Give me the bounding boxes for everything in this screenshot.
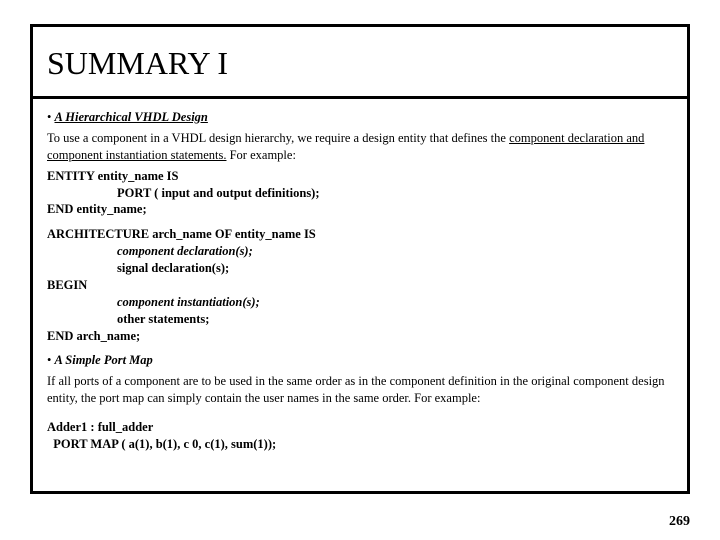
intro-text-b: For example: <box>226 148 295 162</box>
slide-frame: SUMMARY I • A Hierarchical VHDL Design T… <box>30 24 690 494</box>
code-line-5: component declaration(s); <box>47 243 673 260</box>
code-line-7: BEGIN <box>47 277 673 294</box>
section2-intro: If all ports of a component are to be us… <box>47 373 673 407</box>
section1-heading-row: • A Hierarchical VHDL Design <box>47 109 673 126</box>
code-line-8: component instantiation(s); <box>47 294 673 311</box>
section2-heading: A Simple Port Map <box>55 353 153 367</box>
section1-heading: A Hierarchical VHDL Design <box>55 110 208 124</box>
spacer <box>47 411 673 419</box>
code-line-9: other statements; <box>47 311 673 328</box>
bullet: • <box>47 110 55 124</box>
code-line-10: END arch_name; <box>47 328 673 345</box>
code-line-3: END entity_name; <box>47 201 673 218</box>
spacer <box>47 344 673 352</box>
code2-line-2: PORT MAP ( a(1), b(1), c 0, c(1), sum(1)… <box>47 436 673 453</box>
page-title: SUMMARY I <box>47 45 673 82</box>
bullet: • <box>47 353 55 367</box>
page-number: 269 <box>669 514 690 530</box>
content-area: • A Hierarchical VHDL Design To use a co… <box>33 99 687 461</box>
section1-intro: To use a component in a VHDL design hier… <box>47 130 673 164</box>
code2-line-1: Adder1 : full_adder <box>47 419 673 436</box>
code-line-1: ENTITY entity_name IS <box>47 168 673 185</box>
code-line-2: PORT ( input and output definitions); <box>47 185 673 202</box>
code-line-4: ARCHITECTURE arch_name OF entity_name IS <box>47 226 673 243</box>
title-box: SUMMARY I <box>33 27 687 99</box>
code-line-6: signal declaration(s); <box>47 260 673 277</box>
intro-text-a: To use a component in a VHDL design hier… <box>47 131 509 145</box>
spacer <box>47 218 673 226</box>
section2-heading-row: • A Simple Port Map <box>47 352 673 369</box>
